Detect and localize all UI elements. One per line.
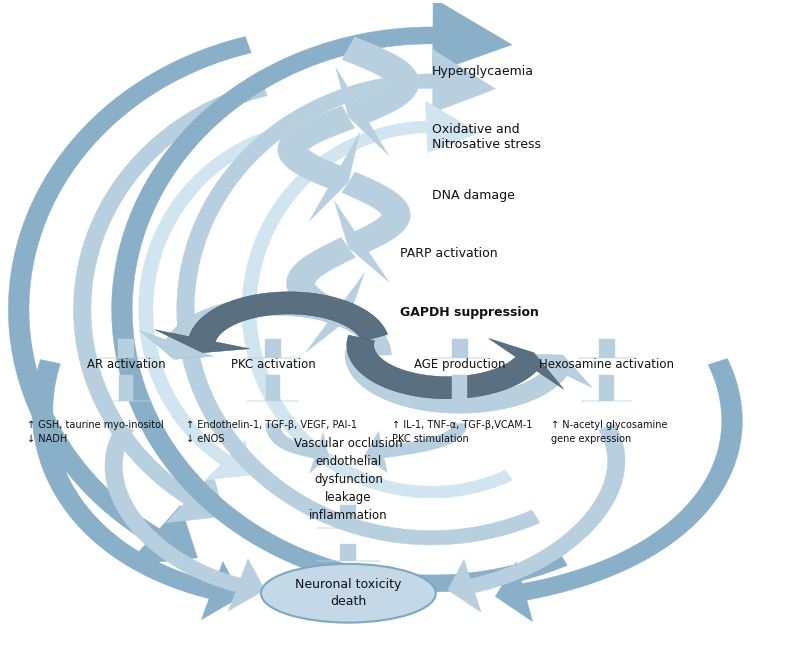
Polygon shape bbox=[155, 291, 388, 353]
Polygon shape bbox=[105, 424, 265, 611]
Polygon shape bbox=[100, 374, 152, 401]
Polygon shape bbox=[244, 339, 302, 359]
Polygon shape bbox=[336, 38, 419, 156]
Polygon shape bbox=[286, 238, 365, 353]
Polygon shape bbox=[242, 101, 513, 498]
Polygon shape bbox=[448, 424, 625, 612]
Text: PKC activation: PKC activation bbox=[230, 359, 315, 371]
Polygon shape bbox=[138, 128, 283, 480]
Text: Hexosamine activation: Hexosamine activation bbox=[539, 359, 674, 371]
Polygon shape bbox=[278, 106, 360, 222]
Text: ↑ N-acetyl glycosamine
gene expression: ↑ N-acetyl glycosamine gene expression bbox=[551, 420, 667, 444]
Text: ↑ GSH, taurine myo-inositol
↓ NADH: ↑ GSH, taurine myo-inositol ↓ NADH bbox=[26, 420, 163, 444]
Polygon shape bbox=[581, 374, 632, 401]
Polygon shape bbox=[247, 374, 298, 401]
Text: Neuronal toxicity
death: Neuronal toxicity death bbox=[295, 578, 402, 608]
Text: ↑ IL-1, TNF-α, TGF-β,VCAM-1
PKC stimulation: ↑ IL-1, TNF-α, TGF-β,VCAM-1 PKC stimulat… bbox=[392, 420, 533, 444]
Polygon shape bbox=[32, 359, 241, 620]
Polygon shape bbox=[578, 339, 635, 359]
Text: Hyperglycaemia: Hyperglycaemia bbox=[432, 64, 534, 78]
Text: PARP activation: PARP activation bbox=[400, 247, 498, 261]
Ellipse shape bbox=[261, 564, 436, 622]
Text: Oxidative and
Nitrosative stress: Oxidative and Nitrosative stress bbox=[432, 122, 541, 151]
Polygon shape bbox=[495, 359, 742, 622]
Polygon shape bbox=[364, 423, 466, 473]
Polygon shape bbox=[317, 505, 380, 528]
Polygon shape bbox=[98, 339, 154, 359]
Polygon shape bbox=[8, 37, 251, 565]
Text: AR activation: AR activation bbox=[86, 359, 166, 371]
Polygon shape bbox=[177, 49, 540, 545]
Polygon shape bbox=[346, 335, 564, 399]
Text: AGE production: AGE production bbox=[414, 359, 506, 371]
Text: ↑ Endothelin-1, TGF-β, VEGF, PAI-1
↓ eNOS: ↑ Endothelin-1, TGF-β, VEGF, PAI-1 ↓ eNO… bbox=[186, 420, 357, 444]
Polygon shape bbox=[317, 544, 380, 561]
Polygon shape bbox=[431, 339, 488, 359]
Polygon shape bbox=[266, 424, 329, 473]
Text: DNA damage: DNA damage bbox=[432, 189, 514, 202]
Polygon shape bbox=[434, 374, 486, 401]
Text: Vascular occlusion
endothelial
dysfunction
leakage
inflammation: Vascular occlusion endothelial dysfuncti… bbox=[294, 436, 402, 522]
Polygon shape bbox=[74, 82, 267, 523]
Polygon shape bbox=[334, 172, 410, 283]
Polygon shape bbox=[112, 0, 567, 592]
Polygon shape bbox=[345, 350, 592, 413]
Polygon shape bbox=[140, 297, 391, 359]
Text: GAPDH suppression: GAPDH suppression bbox=[400, 306, 539, 319]
